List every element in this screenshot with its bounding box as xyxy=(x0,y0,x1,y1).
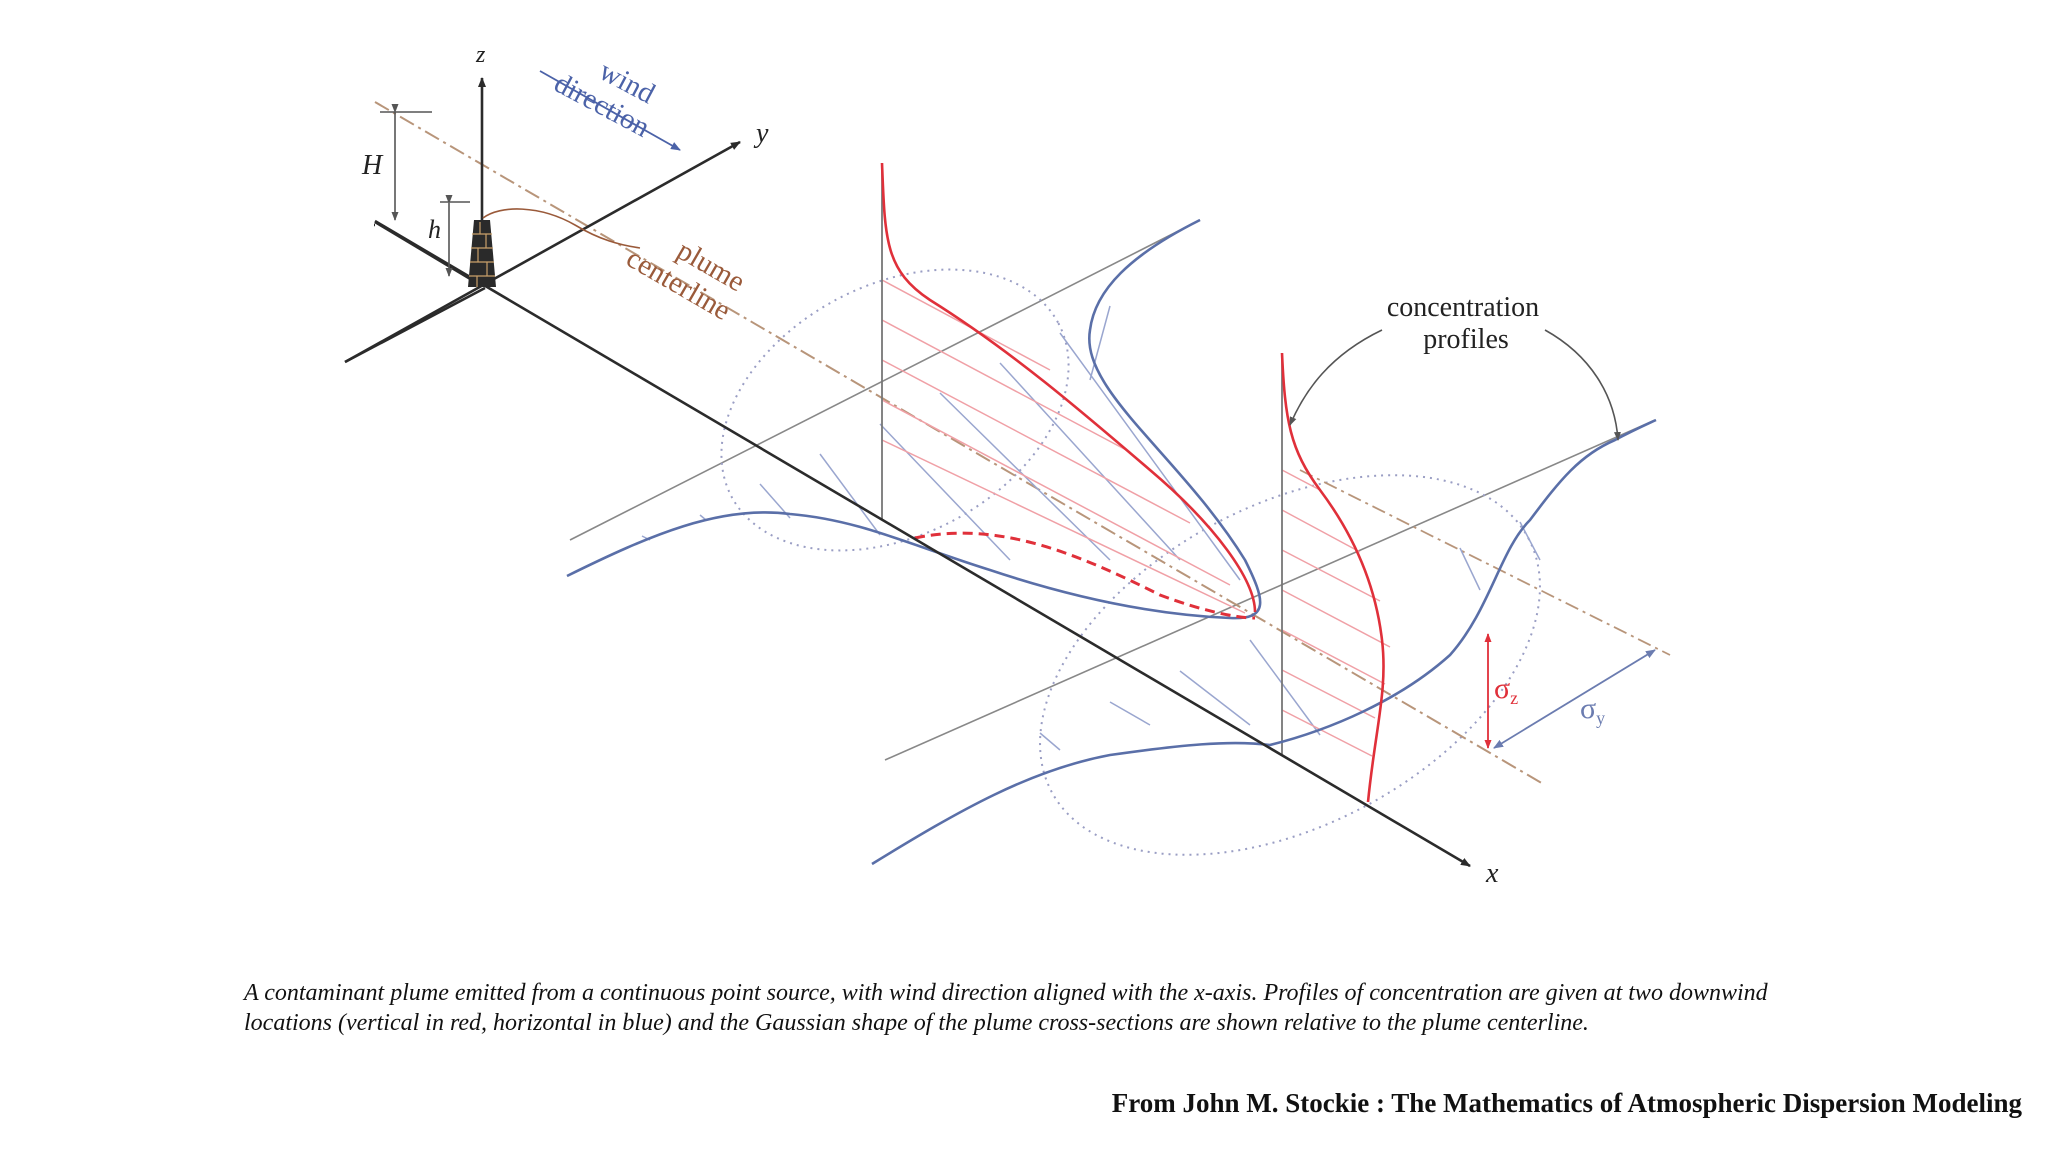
z-axis-label: z xyxy=(475,42,486,68)
profile-posts xyxy=(881,163,1283,754)
source-attribution: From John M. Stockie : The Mathematics o… xyxy=(1111,1088,2022,1118)
wind-direction-label: wind direction xyxy=(549,55,661,144)
sigma-y-guide xyxy=(1299,469,1671,656)
y-axis-label: y xyxy=(753,118,769,149)
plume-centerline xyxy=(374,101,1546,786)
sigma-y-label: σy xyxy=(1580,692,1605,728)
x-axis-label: x xyxy=(1485,858,1499,889)
vertical-profiles xyxy=(880,162,1385,803)
stack-height-label: h xyxy=(428,215,441,244)
concentration-label-line2: profiles xyxy=(1423,324,1509,355)
height-indicators xyxy=(380,104,470,277)
red-hatching xyxy=(881,279,1391,757)
sigma-y-arrow xyxy=(1493,649,1656,749)
plume-rise-curve xyxy=(482,208,641,249)
horizontal-profiles xyxy=(566,218,1657,866)
figure-caption: A contaminant plume emitted from a conti… xyxy=(244,980,1768,1036)
y-axis-line xyxy=(344,140,741,364)
x-axis-backline xyxy=(374,220,483,288)
chimney-icon xyxy=(468,220,496,287)
concentration-label-line1: concentration xyxy=(1387,292,1539,323)
axes xyxy=(344,77,1471,868)
ground-lines xyxy=(569,219,1656,761)
sigma-z-label: σz xyxy=(1494,672,1518,708)
plume-diagram: z y x H h wind direction plume centerlin… xyxy=(344,42,1671,889)
x-axis-line xyxy=(374,219,1471,868)
blue-hatching xyxy=(641,305,1541,751)
effective-height-label: H xyxy=(361,150,384,181)
wind-arrow-icon xyxy=(539,70,681,151)
concentration-pointers xyxy=(1289,329,1621,441)
